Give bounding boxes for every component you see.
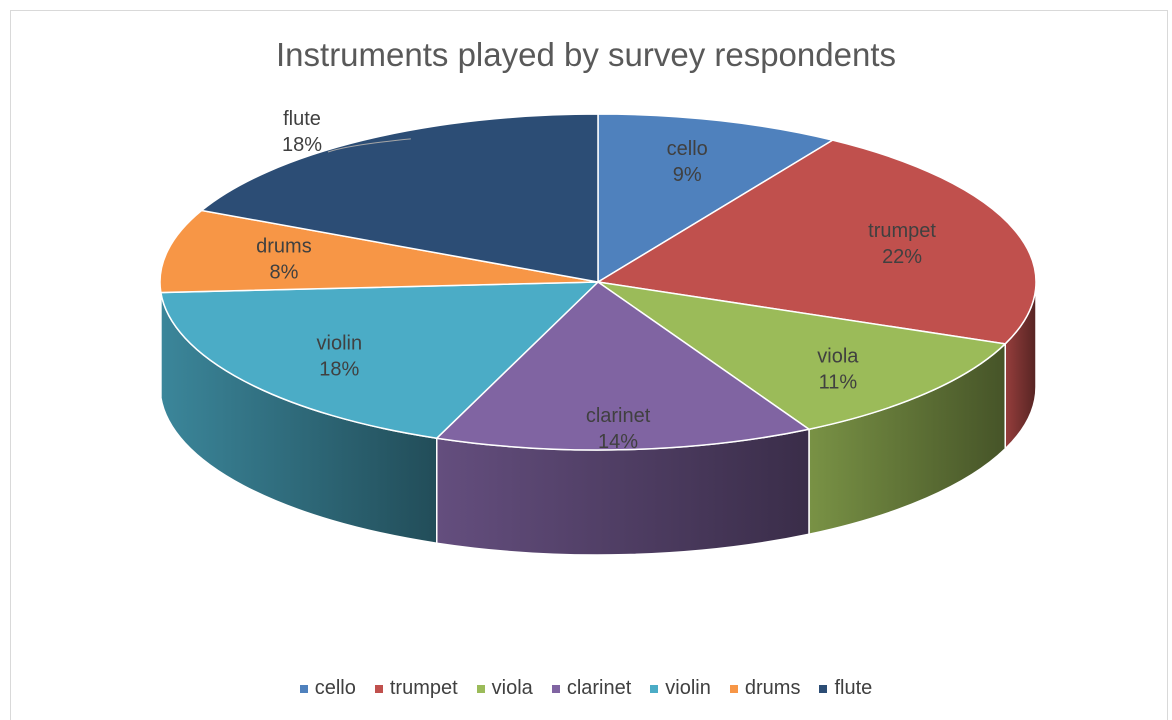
pie-slice-trumpet	[595, 139, 1037, 345]
pie-slice-clarinet	[435, 281, 811, 451]
legend-swatch-drums	[729, 684, 738, 693]
pie-top	[159, 113, 1037, 451]
pie-sides	[159, 281, 1037, 556]
legend-label-cello: cello	[314, 677, 356, 699]
legend-item-violin: violin	[650, 677, 711, 700]
slice-label-clarinet: clarinet	[586, 405, 651, 427]
legend-label-flute: flute	[834, 677, 873, 699]
legend-swatch-cello	[299, 684, 308, 693]
slice-percent-clarinet: 14%	[598, 431, 638, 453]
legend-label-violin: violin	[665, 677, 711, 699]
legend-item-trumpet: trumpet	[374, 677, 458, 700]
legend-item-cello: cello	[299, 677, 356, 700]
legend: cello trumpet viola clarinet violin drums flut…	[0, 677, 1172, 700]
legend-label-drums: drums	[744, 677, 801, 699]
slice-label-drums: drums	[256, 235, 312, 257]
leader-line-flute	[327, 138, 411, 153]
slice-label-cello: cello	[667, 138, 708, 160]
pie-slice-violin	[159, 281, 600, 439]
legend-swatch-viola	[476, 684, 485, 693]
slice-percent-flute: 18%	[282, 134, 322, 156]
slice-labels: cello 9% trumpet 22% viola 11% clarinet 14% viol…	[256, 108, 936, 453]
legend-swatch-flute	[819, 684, 828, 693]
slice-percent-drums: 8%	[269, 261, 298, 283]
slice-percent-cello: 9%	[673, 164, 702, 186]
pie-slice-drums	[159, 209, 599, 294]
slice-label-trumpet: trumpet	[868, 220, 936, 242]
legend-swatch-violin	[650, 684, 659, 693]
legend-item-drums: drums	[729, 677, 801, 700]
legend-item-flute: flute	[819, 677, 872, 700]
legend-item-viola: viola	[476, 677, 533, 700]
pie-slice-viola	[597, 281, 1007, 431]
pie-side-drums	[159, 281, 162, 398]
legend-label-clarinet: clarinet	[566, 677, 632, 699]
slice-percent-trumpet: 22%	[882, 246, 922, 268]
legend-label-trumpet: trumpet	[389, 677, 458, 699]
slice-percent-violin: 18%	[319, 359, 359, 381]
legend-label-viola: viola	[491, 677, 533, 699]
slice-label-flute: flute	[283, 108, 321, 130]
slice-percent-viola: 11%	[819, 372, 858, 394]
pie-slice-cello	[597, 113, 835, 284]
slice-label-violin: violin	[317, 333, 363, 355]
pie-slice-flute	[199, 113, 599, 283]
legend-swatch-clarinet	[551, 684, 560, 693]
legend-swatch-trumpet	[374, 684, 383, 693]
legend-item-clarinet: clarinet	[551, 677, 632, 700]
slice-label-viola: viola	[817, 346, 859, 368]
chart-title: Instruments played by survey respondents	[276, 36, 896, 73]
